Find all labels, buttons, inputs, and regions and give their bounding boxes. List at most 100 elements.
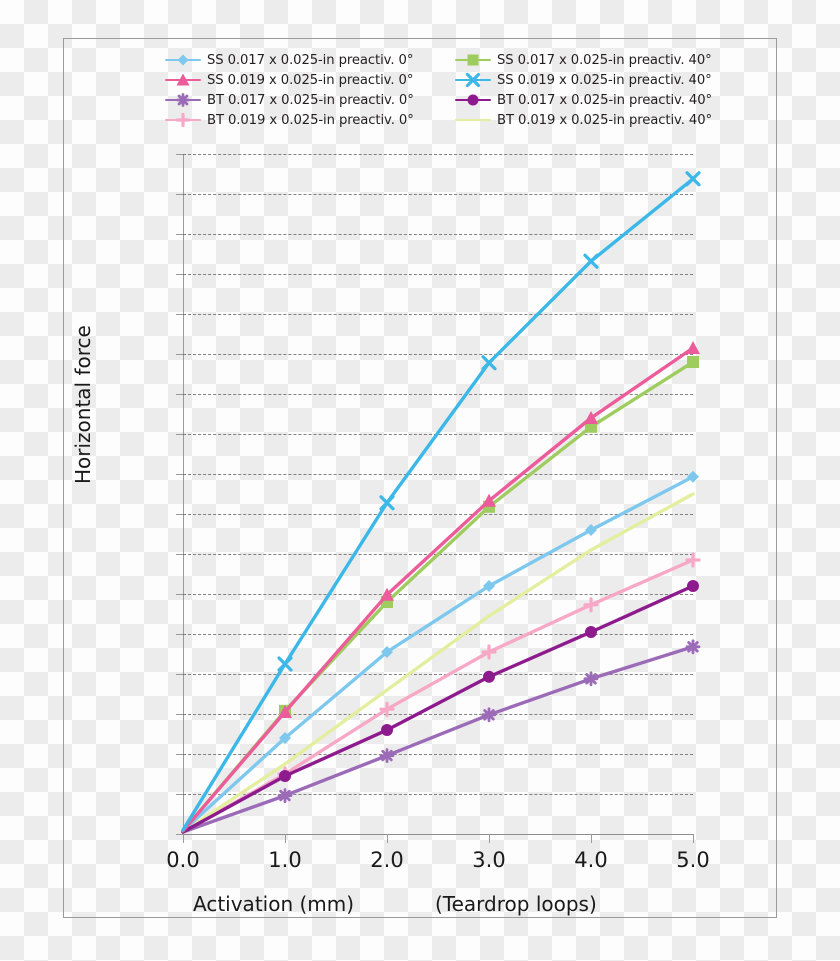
y-axis-tick xyxy=(176,274,183,275)
data-point-marker xyxy=(278,705,292,718)
x-axis-tick xyxy=(285,834,286,843)
gridline xyxy=(183,154,693,155)
data-point-marker xyxy=(279,770,291,782)
series-line xyxy=(181,177,695,832)
x-axis-tick xyxy=(387,834,388,843)
y-axis-tick xyxy=(176,834,183,835)
legend-ss-017-40: SS 0.017 x 0.025-in preactiv. 40° xyxy=(455,50,765,70)
data-point-marker xyxy=(380,587,394,601)
data-point-marker xyxy=(687,356,699,368)
y-axis-tick xyxy=(176,354,183,355)
data-point-marker xyxy=(583,253,599,269)
y-axis-tick xyxy=(176,554,183,555)
data-point-marker xyxy=(584,411,598,424)
y-axis-tick xyxy=(176,754,183,755)
data-point-marker xyxy=(687,580,699,592)
data-point-marker xyxy=(483,580,495,592)
legend-label: SS 0.019 x 0.025-in preactiv. 0° xyxy=(207,72,414,88)
y-axis-tick xyxy=(176,674,183,675)
legend-line-icon xyxy=(455,113,491,127)
series-0 xyxy=(181,470,699,833)
x-axis-tick xyxy=(591,834,592,843)
data-series-layer xyxy=(181,171,701,834)
legend-label: SS 0.017 x 0.025-in preactiv. 0° xyxy=(207,52,414,68)
legend-bt-019-40: BT 0.019 x 0.025-in preactiv. 40° xyxy=(455,110,765,130)
data-point-marker xyxy=(482,493,496,507)
y-axis-tick xyxy=(176,154,183,155)
gridline xyxy=(183,394,693,395)
gridline xyxy=(183,634,693,635)
gridline xyxy=(183,794,693,795)
legend-label: BT 0.019 x 0.025-in preactiv. 40° xyxy=(497,112,712,128)
legend-ss-019-0: SS 0.019 x 0.025-in preactiv. 0° xyxy=(165,70,455,90)
gridline xyxy=(183,234,693,235)
data-point-marker xyxy=(583,671,599,687)
gridline xyxy=(183,314,693,315)
legend-label: BT 0.019 x 0.025-in preactiv. 0° xyxy=(207,112,414,128)
chart-legend: SS 0.017 x 0.025-in preactiv. 0° SS 0.017… xyxy=(165,50,765,130)
data-point-marker xyxy=(481,355,497,371)
x-axis-tick xyxy=(693,834,694,843)
data-point-marker xyxy=(381,646,393,658)
x-axis-tick xyxy=(183,834,184,843)
legend-bt-017-0: BT 0.017 x 0.025-in preactiv. 0° xyxy=(165,90,455,110)
y-axis-tick xyxy=(176,514,183,515)
y-axis-tick xyxy=(176,434,183,435)
x-axis-tick-label: 0.0 xyxy=(166,848,200,872)
data-point-marker xyxy=(481,707,497,723)
series-line xyxy=(181,492,695,834)
y-axis-tick xyxy=(176,474,183,475)
x-axis-title-teardrop: (Teardrop loops) xyxy=(435,892,597,916)
gridline xyxy=(183,514,693,515)
x-axis-title-activation: Activation (mm) xyxy=(193,892,355,916)
data-point-marker xyxy=(585,626,597,638)
y-axis-tick xyxy=(176,314,183,315)
data-point-marker xyxy=(381,724,393,736)
x-axis-tick-label: 2.0 xyxy=(370,848,404,872)
data-point-marker xyxy=(687,470,699,483)
y-axis-tick xyxy=(176,234,183,235)
legend-plus-icon xyxy=(165,112,201,128)
x-axis-tick xyxy=(489,834,490,843)
legend-square-icon xyxy=(455,53,491,67)
data-point-marker xyxy=(277,656,293,672)
x-axis-tick-label: 4.0 xyxy=(574,848,608,872)
chart-frame xyxy=(63,38,777,918)
plot-area: Horizontal force 01002003004005006007008… xyxy=(71,154,710,916)
series-7 xyxy=(181,492,695,834)
data-point-marker xyxy=(685,639,701,655)
y-axis-title: Horizontal force xyxy=(71,325,95,484)
legend-circle-icon xyxy=(455,93,491,107)
y-axis-tick xyxy=(176,794,183,795)
data-point-marker xyxy=(685,552,701,568)
data-point-marker xyxy=(585,524,597,536)
data-point-marker xyxy=(685,171,701,187)
series-1 xyxy=(181,341,700,833)
legend-diamond-icon xyxy=(165,53,201,67)
data-point-marker xyxy=(583,597,599,613)
legend-ss-019-40: SS 0.019 x 0.025-in preactiv. 40° xyxy=(455,70,765,90)
y-axis-tick xyxy=(176,634,183,635)
gridline xyxy=(183,674,693,675)
x-axis-tick-label: 3.0 xyxy=(472,848,506,872)
gridline xyxy=(183,474,693,475)
legend-label: SS 0.017 x 0.025-in preactiv. 40° xyxy=(497,52,712,68)
y-axis-tick xyxy=(176,394,183,395)
gridline xyxy=(183,594,693,595)
series-5 xyxy=(181,171,701,832)
series-line xyxy=(181,645,695,834)
legend-star-icon xyxy=(165,93,201,107)
series-2 xyxy=(181,639,701,834)
data-point-marker xyxy=(686,341,700,354)
legend-triangle-icon xyxy=(165,73,201,87)
gridline xyxy=(183,194,693,195)
x-axis-tick-label: 1.0 xyxy=(268,848,302,872)
gridline xyxy=(183,834,693,835)
gridline xyxy=(183,714,693,715)
series-line xyxy=(181,475,695,833)
y-axis-line xyxy=(183,154,184,834)
legend-bt-019-0: BT 0.019 x 0.025-in preactiv. 0° xyxy=(165,110,455,130)
y-axis-tick xyxy=(176,594,183,595)
legend-label: BT 0.017 x 0.025-in preactiv. 40° xyxy=(497,92,712,108)
